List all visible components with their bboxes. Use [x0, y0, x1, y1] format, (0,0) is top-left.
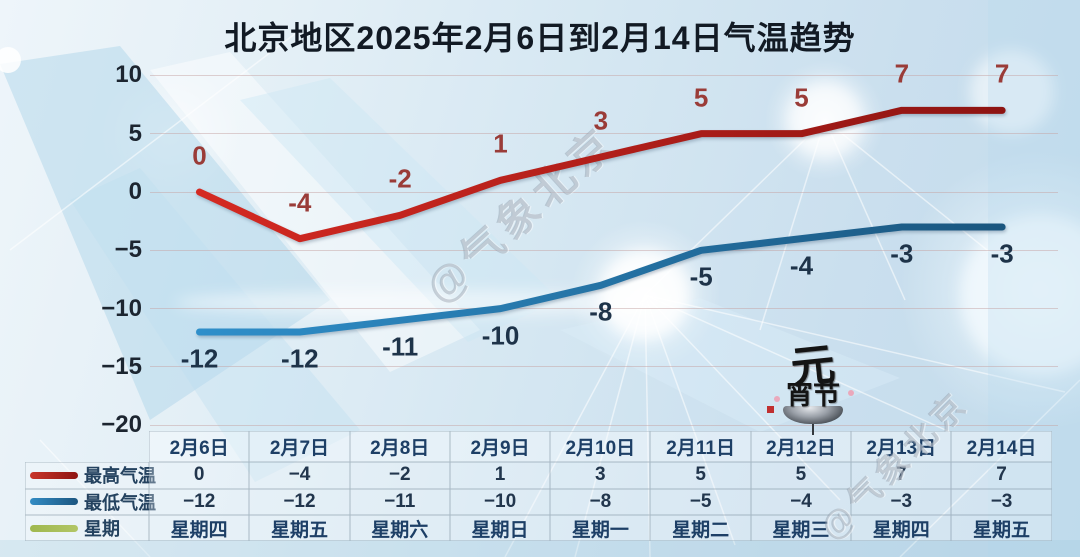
- max-temp-data-label: 1: [493, 128, 508, 159]
- table-date-cell: 2月8日: [349, 431, 450, 462]
- max-temp-data-label: 3: [593, 105, 609, 136]
- table-corner-cell: [25, 431, 149, 462]
- table-temp-cell: −3: [851, 488, 952, 515]
- gridline: [150, 366, 1058, 368]
- table-date-cell: 2月12日: [750, 431, 852, 462]
- max-temp-data-label: 5: [693, 82, 709, 113]
- table-temp-cell: −12: [249, 488, 350, 515]
- gridline: [150, 133, 1058, 135]
- max-temp-data-label: -2: [388, 163, 412, 194]
- table-temp-cell: 3: [550, 462, 651, 489]
- legend-line-swatch-min: [30, 498, 78, 506]
- max-temp-data-label: -4: [288, 187, 312, 218]
- min-temp-data-label: -12: [180, 343, 219, 374]
- table-temp-cell: −4: [750, 488, 852, 515]
- y-tick-label: −5: [114, 236, 142, 264]
- table-temp-cell: −2: [349, 462, 450, 489]
- max-temp-line: [196, 106, 1006, 243]
- gridline: [150, 191, 1058, 193]
- table-date-cell: 2月7日: [249, 431, 350, 462]
- y-tick-label: 5: [128, 119, 142, 147]
- min-temp-data-label: -5: [689, 261, 713, 292]
- table-temp-cell: 0: [149, 462, 250, 489]
- temperature-table: 2月6日 2月7日 2月8日 2月9日 2月10日 2月11日 2月12日 2月13日 2月14…: [25, 431, 1052, 541]
- table-temp-cell: −11: [349, 488, 450, 515]
- blossom-dot-icon: [848, 390, 854, 396]
- table-temp-cell: −12: [149, 488, 250, 515]
- table-weekday-cell: 星期二: [650, 515, 751, 541]
- max-temp-data-label: 7: [994, 58, 1010, 89]
- blossom-dot-icon: [774, 396, 780, 402]
- max-temp-data-label: 7: [894, 58, 910, 89]
- legend-line-swatch-week: [30, 524, 78, 532]
- table-temp-cell: 5: [750, 462, 852, 489]
- gridline: [150, 74, 1058, 76]
- min-temp-line: [196, 223, 1006, 336]
- max-temp-data-label: 5: [794, 82, 809, 113]
- table-weekday-cell: 星期四: [149, 515, 250, 541]
- table-weekday-cell: 星期六: [349, 515, 450, 541]
- min-temp-data-label: -10: [481, 320, 520, 351]
- table-temp-cell: −5: [650, 488, 751, 515]
- min-temp-data-label: -3: [890, 238, 914, 269]
- legend-row-label: 最高气温: [25, 462, 156, 489]
- table-date-cell: 2月14日: [951, 431, 1052, 462]
- table-date-cell: 2月11日: [650, 431, 751, 462]
- page-title: 北京地区2025年2月6日到2月14日气温趋势: [224, 20, 856, 56]
- table-weekday-cell: 星期日: [449, 515, 551, 541]
- min-temp-data-label: -11: [382, 331, 419, 362]
- table-temp-cell: 1: [449, 462, 551, 489]
- y-tick-label: −10: [101, 294, 142, 322]
- legend-row-label-text: 最低气温: [84, 492, 156, 513]
- min-temp-data-label: -8: [589, 296, 613, 327]
- festival-logo-bottom-chars: 宵节: [786, 380, 840, 410]
- table-temp-cell: −10: [449, 488, 551, 515]
- legend-row-label: 星期: [25, 515, 149, 541]
- min-temp-data-label: -4: [789, 250, 814, 281]
- table-temp-cell: 7: [851, 462, 952, 489]
- festival-logo: 元 宵节: [758, 340, 868, 452]
- y-tick-label: 10: [115, 61, 142, 89]
- table-temp-cell: 7: [951, 462, 1052, 489]
- table-temp-cell: −3: [951, 488, 1052, 515]
- red-seal-icon: [767, 406, 774, 413]
- max-temp-data-label: 0: [192, 140, 207, 171]
- table-weekday-cell: 星期三: [750, 515, 852, 541]
- table-date-cell: 2月9日: [449, 431, 551, 462]
- table-date-cell: 2月13日: [851, 431, 952, 462]
- table-weekday-cell: 星期五: [249, 515, 350, 541]
- table-weekday-cell: 星期一: [550, 515, 651, 541]
- table-date-cell: 2月6日: [149, 431, 250, 462]
- table-temp-cell: −8: [550, 488, 651, 515]
- legend-row-label-text: 最高气温: [84, 466, 156, 487]
- table-temp-cell: 5: [650, 462, 751, 489]
- min-temp-data-label: -12: [281, 343, 319, 374]
- legend-line-swatch-max: [30, 471, 78, 479]
- gridline: [150, 424, 1058, 426]
- y-tick-label: 0: [128, 178, 142, 205]
- table-temp-cell: −4: [249, 462, 350, 489]
- gridline: [150, 249, 1058, 251]
- table-weekday-cell: 星期五: [951, 515, 1052, 541]
- min-temp-data-label: -3: [990, 238, 1014, 269]
- lantern-tassel-icon: [812, 424, 814, 435]
- lantern-bowl-icon: [783, 406, 843, 424]
- table-weekday-cell: 星期四: [851, 515, 952, 541]
- legend-row-label: 最低气温: [25, 488, 156, 515]
- y-tick-label: −15: [101, 352, 142, 380]
- legend-row-label-text: 星期: [84, 519, 120, 539]
- table-date-cell: 2月10日: [550, 431, 651, 462]
- y-tick-label: −20: [101, 411, 142, 439]
- gridline: [150, 308, 1058, 310]
